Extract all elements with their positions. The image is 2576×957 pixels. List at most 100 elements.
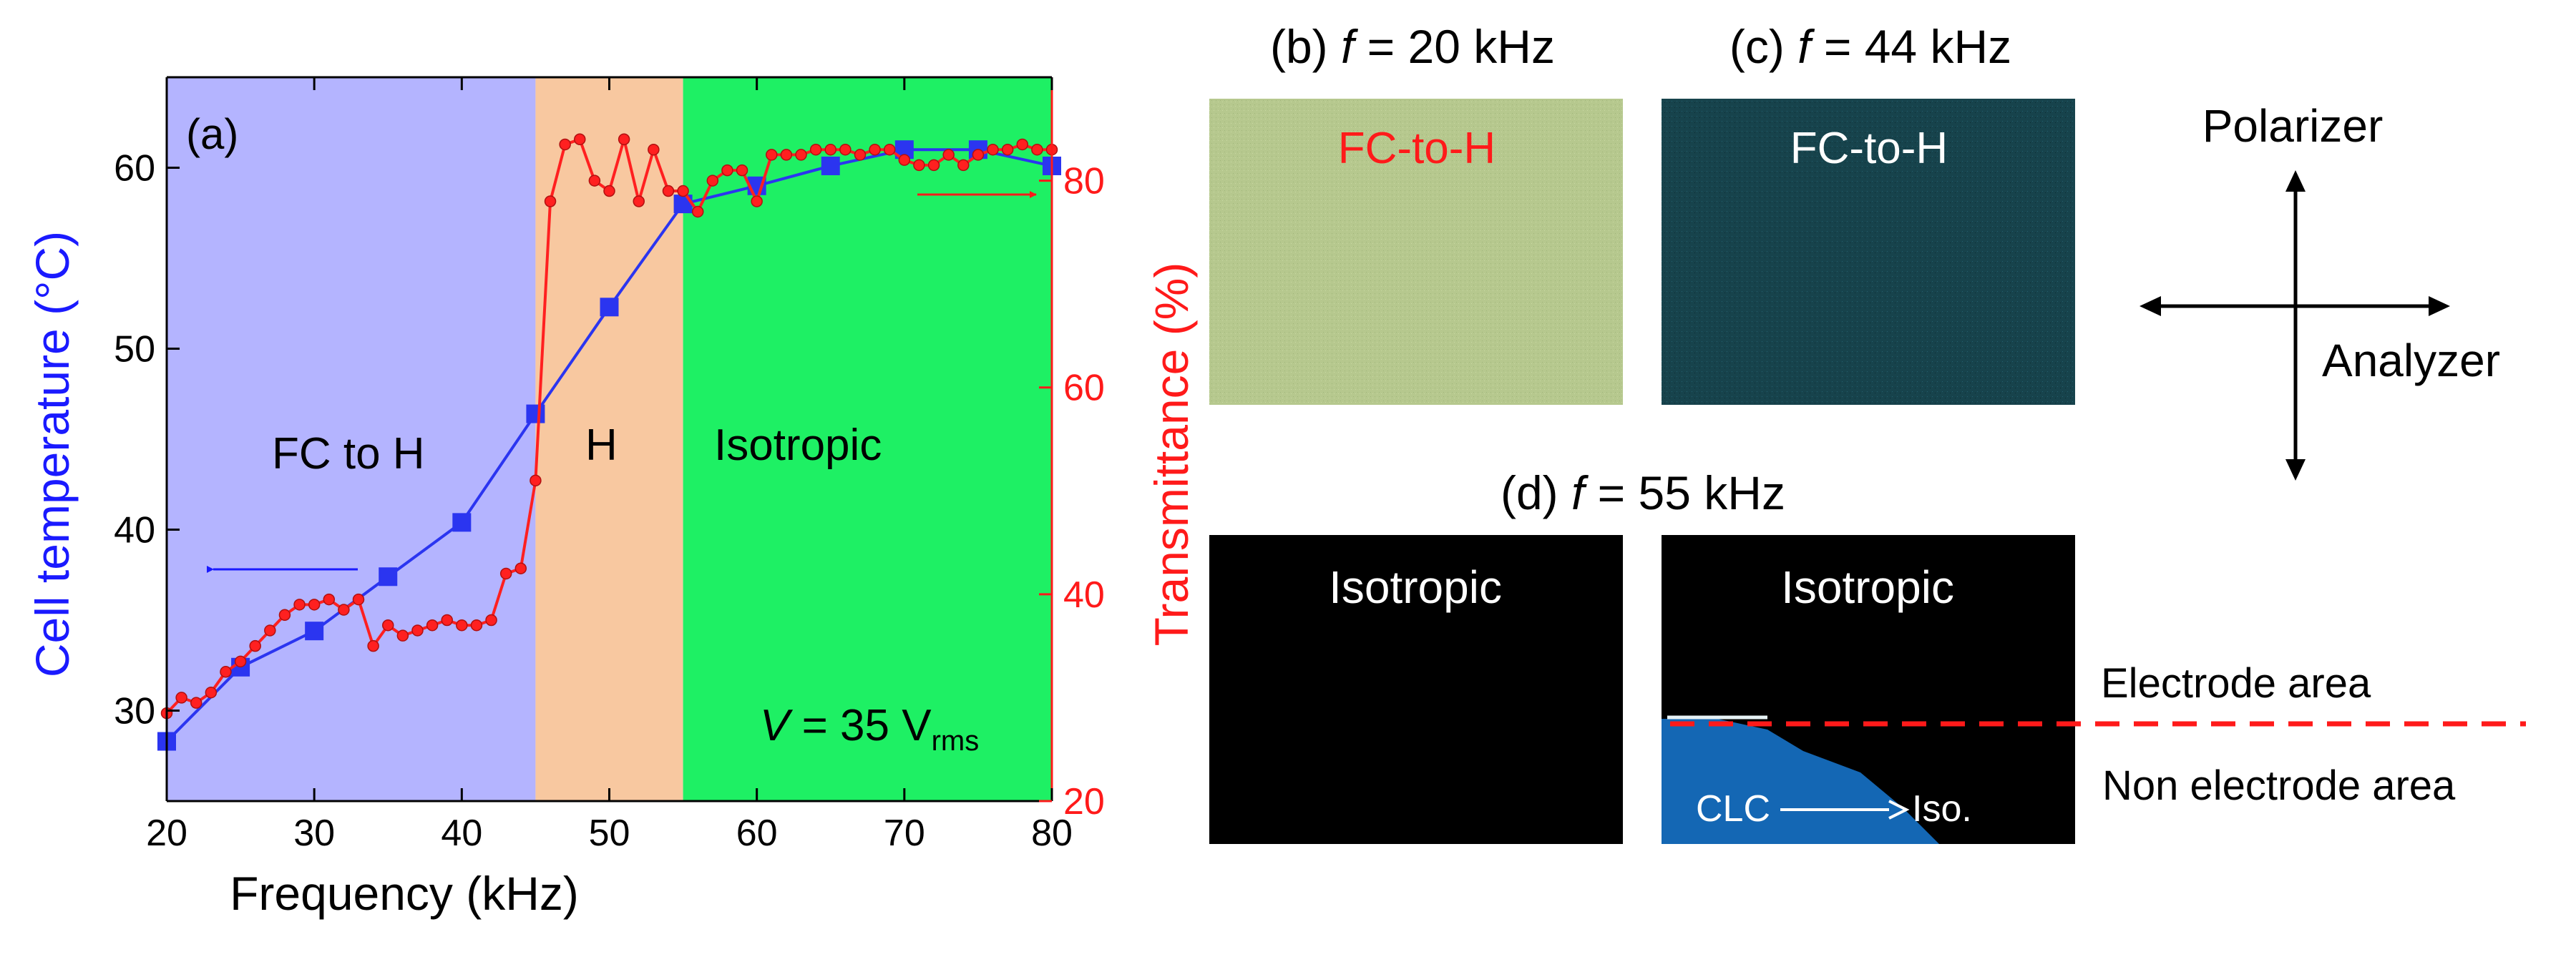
temperature-point (379, 567, 398, 587)
panel-c-suffix: = 44 kHz (1811, 20, 2012, 73)
transmittance-point (544, 195, 557, 207)
panel-c: (c) f = 44 kHz FC-to-H (1662, 20, 2075, 405)
transmittance-point (514, 562, 527, 574)
transmittance-point (308, 599, 321, 611)
x-tick-label: 40 (441, 813, 482, 854)
y-right-tick-label: 20 (1063, 781, 1105, 823)
transmittance-point (264, 624, 276, 637)
transmittance-point (220, 666, 232, 678)
region-label-fc: FC to H (272, 429, 425, 478)
clc-region (1662, 719, 1939, 844)
transmittance-point (677, 185, 689, 197)
transmittance-point (588, 175, 601, 187)
temperature-point (600, 298, 619, 317)
transmittance-point (485, 614, 497, 627)
analyzer-arrow-left-icon (2140, 296, 2161, 316)
transmittance-point (603, 185, 615, 197)
y-left-tick-label: 30 (114, 691, 155, 732)
transmittance-point (249, 639, 261, 652)
x-axis-title: Frequency (kHz) (230, 867, 579, 920)
transmittance-point (883, 143, 896, 156)
transmittance-point (618, 133, 630, 145)
temperature-point (452, 513, 472, 532)
y-left-tick-label: 40 (114, 510, 155, 551)
transmittance-point (190, 697, 203, 709)
panel-b-suffix: = 20 kHz (1354, 20, 1555, 73)
transmittance-point (470, 619, 483, 632)
voltage-sub: rms (932, 725, 980, 757)
panel-c-label: FC-to-H (1790, 124, 1948, 173)
iso-label: Iso. (1912, 788, 1972, 830)
transmittance-point (411, 624, 424, 637)
panel-d-label-right: Isotropic (1781, 561, 1954, 613)
transmittance-point (662, 185, 675, 197)
transmittance-point (441, 614, 453, 627)
polarizer-arrow-down-icon (2285, 459, 2306, 481)
transmittance-point (809, 143, 822, 156)
transmittance-point (323, 593, 336, 606)
panel-b-label: FC-to-H (1338, 124, 1496, 173)
transmittance-point (499, 567, 512, 580)
x-tick-label: 30 (293, 813, 335, 854)
transmittance-point (736, 164, 748, 177)
transmittance-point (633, 195, 645, 207)
analyzer-label: Analyzer (2322, 335, 2500, 386)
transmittance-point (780, 149, 793, 161)
y-right-tick-label: 40 (1063, 574, 1105, 616)
y-left-tick-label: 60 (114, 148, 155, 190)
transmittance-point (854, 149, 867, 161)
transmittance-point (338, 604, 350, 616)
panel-label-a: (a) (186, 110, 238, 158)
panel-d-title: (d) f = 55 kHz (1501, 466, 1785, 519)
voltage-eq: = 35 V (789, 701, 932, 750)
transmittance-point (795, 149, 807, 161)
transmittance-point (367, 639, 379, 652)
polarizer-analyzer-cross: Polarizer Analyzer (2140, 100, 2500, 481)
non-electrode-area-label: Non electrode area (2102, 762, 2456, 809)
transmittance-series (160, 133, 1058, 720)
region-h (535, 77, 683, 801)
panel-b-image (1209, 99, 1623, 405)
transmittance-point (1016, 138, 1029, 151)
region-label-h: H (585, 421, 618, 470)
transmittance-point (898, 154, 911, 166)
transmittance-point (293, 599, 306, 611)
transmittance-point (396, 629, 409, 642)
transmittance-point (1031, 143, 1043, 156)
panel-c-prefix: (c) (1729, 20, 1797, 73)
transmittance-point (927, 159, 940, 172)
transmittance-point (1001, 143, 1014, 156)
y-left-tick-label: 50 (114, 329, 155, 370)
panel-b-prefix: (b) (1270, 20, 1341, 73)
y-axis-right-title: Transmittance (%) (1145, 262, 1198, 647)
y-right-tick-label: 60 (1063, 368, 1105, 409)
transmittance-point (972, 149, 985, 161)
clc-label: CLC (1696, 788, 1770, 830)
axis-ticks: 20 30 40 50 60 70 80 30 40 50 60 20 40 60 80 (114, 77, 1105, 854)
region-isotropic (683, 77, 1052, 801)
transmittance-point (352, 593, 365, 606)
panel-d-label-left: Isotropic (1329, 561, 1502, 613)
transmittance-point (766, 149, 778, 161)
panel-d-suffix: = 55 kHz (1584, 466, 1785, 519)
temperature-point (673, 195, 693, 214)
x-tick-label: 60 (736, 813, 778, 854)
transmittance-point (574, 133, 586, 145)
y-axis-left-title: Cell temperature (°C) (26, 231, 79, 677)
transmittance-point (824, 143, 836, 156)
panel-c-title: (c) f = 44 kHz (1729, 20, 2011, 73)
transmittance-point (426, 619, 439, 632)
transmittance-point (721, 164, 733, 177)
panel-b-title: (b) f = 20 kHz (1270, 20, 1555, 73)
x-tick-label: 20 (146, 813, 187, 854)
temperature-point (526, 404, 545, 423)
temperature-point (305, 622, 324, 641)
clc-to-iso-arrowhead (1888, 800, 1910, 820)
transmittance-point (456, 619, 468, 632)
voltage-label: V = 35 Vrms (760, 701, 979, 757)
transmittance-point (987, 143, 999, 156)
panel-d-image-left (1209, 535, 1623, 844)
transmittance-point (957, 159, 970, 172)
polarizer-arrow-up-icon (2285, 170, 2306, 192)
